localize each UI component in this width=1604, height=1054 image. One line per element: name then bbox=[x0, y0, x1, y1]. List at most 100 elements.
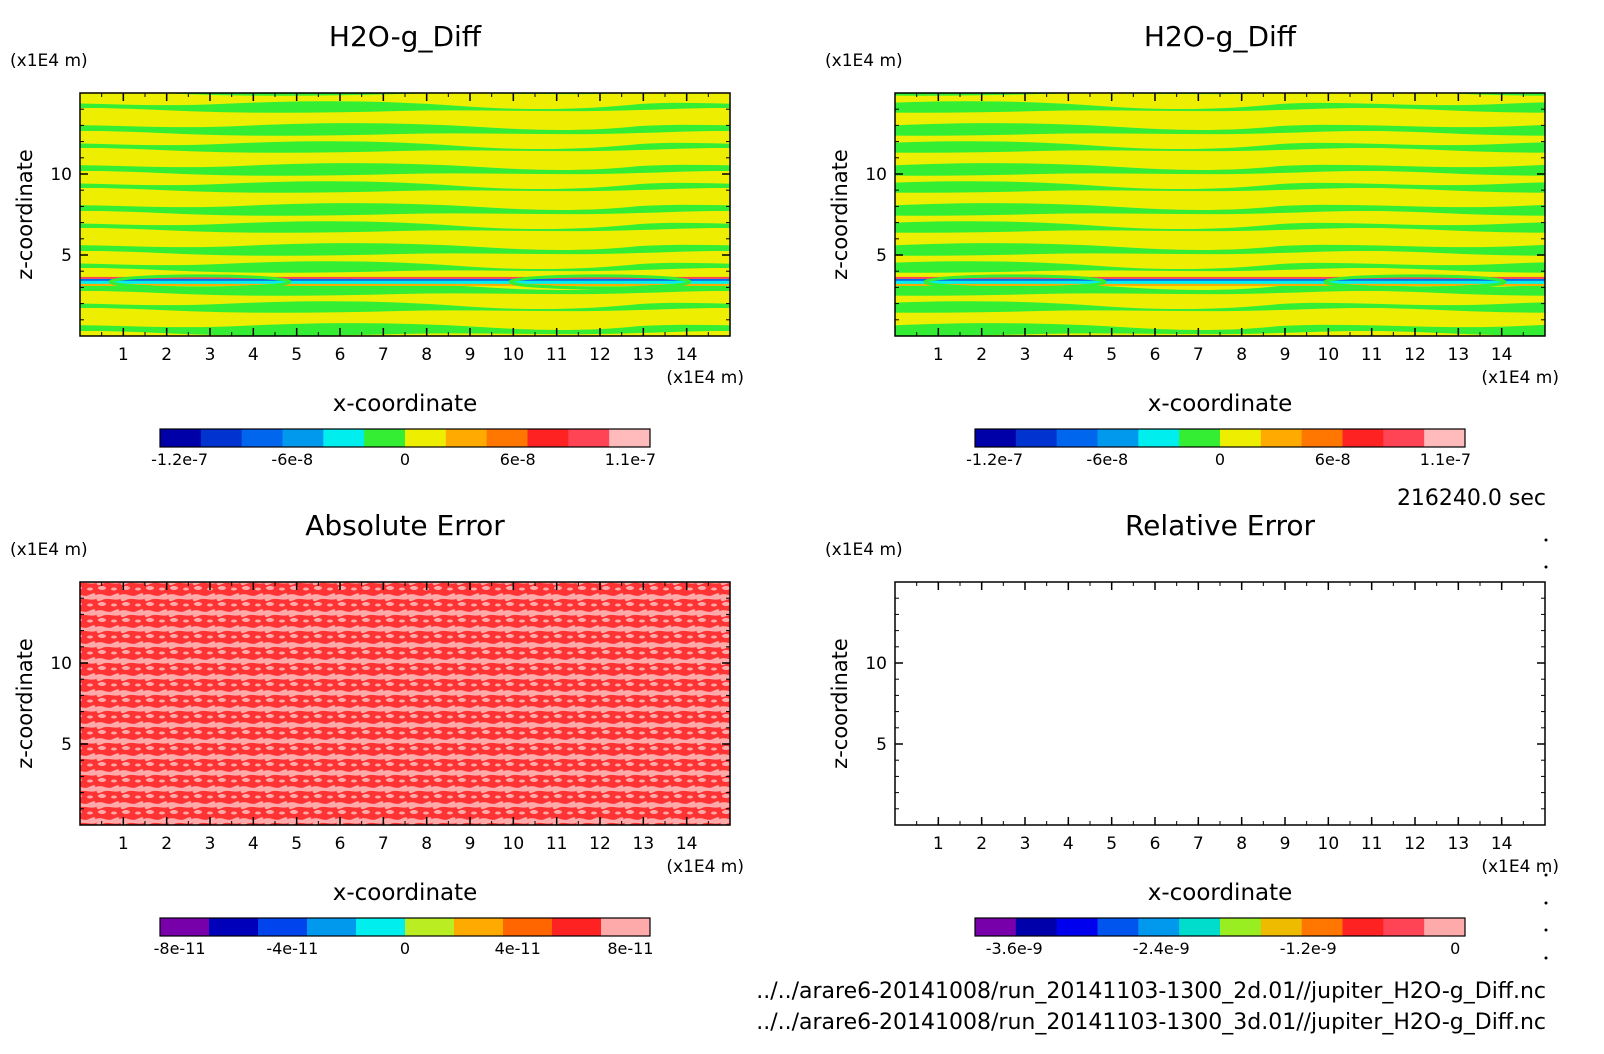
x-unit-label: (x1E4 m) bbox=[666, 368, 744, 388]
colorbar-segment bbox=[1056, 918, 1098, 936]
edge-marker-dot bbox=[1544, 565, 1548, 569]
colorbar-segment bbox=[609, 429, 651, 447]
x-tick-label: 6 bbox=[335, 834, 346, 854]
x-tick-label: 3 bbox=[1020, 834, 1031, 854]
colorbar-segment bbox=[1015, 429, 1058, 447]
colorbar-tick-label: 6e-8 bbox=[500, 450, 536, 469]
chart-title: H2O-g_Diff bbox=[329, 20, 482, 53]
chart-title: Absolute Error bbox=[305, 509, 505, 542]
x-tick-label: 13 bbox=[633, 834, 655, 854]
colorbar-frame bbox=[159, 428, 651, 448]
x-tick-label: 6 bbox=[1150, 834, 1161, 854]
chart-panel-4: Relative Error(x1E4 m)1 2 3 4 5 6 7 8 9 10 11 12 13 1… bbox=[825, 509, 1559, 958]
heatmap-field bbox=[80, 582, 730, 825]
x-tick-label: 2 bbox=[976, 834, 987, 854]
colorbar-tick-label: -6e-8 bbox=[1086, 450, 1128, 469]
y-tick-label: 10 bbox=[865, 654, 887, 674]
colorbar-segment bbox=[527, 429, 569, 447]
x-tick-label: 8 bbox=[421, 345, 432, 365]
x-tick-label: 3 bbox=[1020, 345, 1031, 365]
colorbar-tick-label: 0 bbox=[400, 450, 410, 469]
x-tick-label: 7 bbox=[1193, 834, 1204, 854]
colorbar-segment bbox=[1097, 429, 1139, 447]
colorbar-segment bbox=[241, 429, 283, 447]
x-tick-label: 2 bbox=[161, 834, 172, 854]
x-tick-label: 12 bbox=[1404, 345, 1426, 365]
colorbar-tick-label: 0 bbox=[1450, 939, 1460, 958]
colorbar-tick-label: 6e-8 bbox=[1315, 450, 1351, 469]
x-unit-label: (x1E4 m) bbox=[1481, 368, 1559, 388]
colorbar-segment bbox=[486, 429, 528, 447]
chart-panel-1: H2O-g_Diff(x1E4 m)1 2 3 4 5 6 7 8 9 10 11 12 13 14510… bbox=[10, 20, 744, 469]
x-tick-label: 1 bbox=[933, 345, 944, 365]
chart-title: H2O-g_Diff bbox=[1144, 20, 1297, 53]
file-path-1: ../../arare6-20141008/run_20141103-1300_… bbox=[756, 979, 1546, 1004]
colorbar-segment bbox=[1342, 918, 1384, 936]
x-tick-label: 11 bbox=[546, 834, 568, 854]
colorbar-segment bbox=[356, 918, 406, 936]
colorbar-frame bbox=[159, 917, 651, 937]
colorbar-tick-label: -8e-11 bbox=[154, 939, 206, 958]
colorbar-segment bbox=[1015, 918, 1058, 936]
y-unit-label: (x1E4 m) bbox=[10, 51, 88, 71]
x-tick-label: 4 bbox=[248, 345, 259, 365]
colorbar-segment bbox=[445, 429, 488, 447]
edge-marker-dot bbox=[1544, 956, 1548, 960]
x-tick-label: 12 bbox=[1404, 834, 1426, 854]
x-axis-label: x-coordinate bbox=[333, 880, 478, 906]
y-tick-label: 10 bbox=[50, 165, 72, 185]
colorbar-segment bbox=[323, 429, 365, 447]
colorbar-tick-label: -6e-8 bbox=[271, 450, 313, 469]
x-tick-label: 3 bbox=[205, 345, 216, 365]
colorbar-segment bbox=[568, 429, 610, 447]
colorbar-segment bbox=[307, 918, 357, 936]
colorbar-segment bbox=[1383, 429, 1425, 447]
colorbar-tick-label: 1.1e-7 bbox=[605, 450, 656, 469]
y-tick-label: 5 bbox=[61, 735, 72, 755]
colorbar-segment bbox=[1097, 918, 1139, 936]
x-tick-label: 10 bbox=[1318, 834, 1340, 854]
x-tick-label: 4 bbox=[1063, 345, 1074, 365]
x-axis-label: x-coordinate bbox=[333, 391, 478, 417]
y-tick-label: 5 bbox=[61, 246, 72, 266]
colorbar-tick-label: -1.2e-9 bbox=[1280, 939, 1337, 958]
x-tick-label: 11 bbox=[1361, 834, 1383, 854]
colorbar-segment bbox=[160, 429, 202, 447]
x-tick-label: 13 bbox=[1448, 345, 1470, 365]
colorbar-tick-label: -4e-11 bbox=[266, 939, 318, 958]
colorbar-segment bbox=[258, 918, 308, 936]
x-tick-label: 8 bbox=[1236, 345, 1247, 365]
colorbar-tick-label: 0 bbox=[400, 939, 410, 958]
x-tick-label: 6 bbox=[335, 345, 346, 365]
y-axis-label: z-coordinate bbox=[828, 149, 852, 280]
y-unit-label: (x1E4 m) bbox=[10, 540, 88, 560]
colorbar-segment bbox=[1260, 429, 1303, 447]
y-tick-label: 10 bbox=[50, 654, 72, 674]
x-tick-label: 8 bbox=[421, 834, 432, 854]
y-axis-label: z-coordinate bbox=[13, 638, 37, 769]
x-tick-label: 3 bbox=[205, 834, 216, 854]
colorbar-tick-label: -1.2e-7 bbox=[966, 450, 1023, 469]
x-tick-label: 9 bbox=[465, 834, 476, 854]
colorbar-segment bbox=[1301, 918, 1343, 936]
colorbar-segment bbox=[209, 918, 259, 936]
x-tick-label: 9 bbox=[1280, 834, 1291, 854]
x-tick-label: 12 bbox=[589, 834, 611, 854]
colorbar-segment bbox=[975, 429, 1017, 447]
colorbar-tick-label: -1.2e-7 bbox=[151, 450, 208, 469]
x-tick-label: 6 bbox=[1150, 345, 1161, 365]
x-tick-label: 2 bbox=[976, 345, 987, 365]
y-tick-label: 10 bbox=[865, 165, 887, 185]
colorbar-segment bbox=[1220, 429, 1262, 447]
x-tick-label: 2 bbox=[161, 345, 172, 365]
x-tick-label: 4 bbox=[1063, 834, 1074, 854]
y-tick-label: 5 bbox=[876, 246, 887, 266]
chart-panel-2: H2O-g_Diff(x1E4 m)1 2 3 4 5 6 7 8 9 10 11 12 13 14510… bbox=[825, 20, 1559, 469]
colorbar-tick-label: 4e-11 bbox=[495, 939, 541, 958]
x-tick-label: 10 bbox=[503, 834, 525, 854]
heatmap-field bbox=[895, 93, 1545, 336]
colorbar-segment bbox=[1424, 429, 1466, 447]
y-unit-label: (x1E4 m) bbox=[825, 540, 903, 560]
heatmap-field bbox=[80, 93, 730, 336]
x-axis-label: x-coordinate bbox=[1148, 880, 1293, 906]
